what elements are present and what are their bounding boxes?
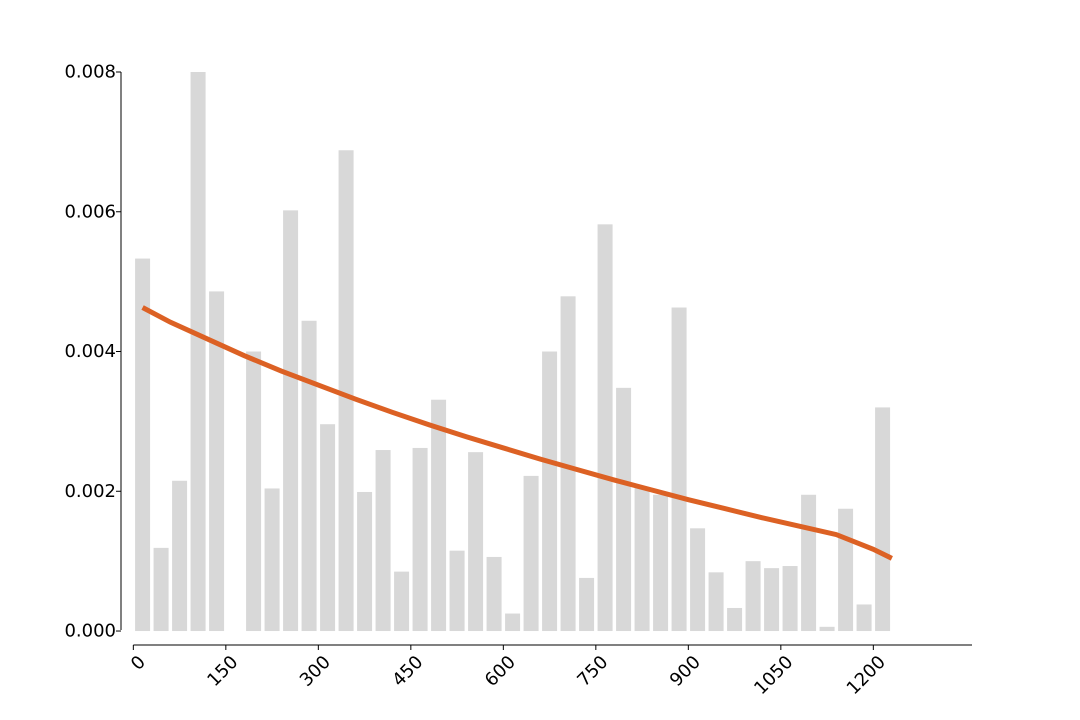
y-tick-label: 0.002	[64, 481, 116, 502]
histogram-bar	[542, 351, 558, 632]
x-tick-label: 150	[203, 652, 242, 691]
histogram-bar	[505, 613, 521, 632]
x-tick-label: 600	[481, 652, 520, 691]
histogram-bar	[394, 571, 410, 632]
histogram-bar	[153, 547, 169, 632]
histogram-bar	[838, 508, 854, 632]
x-tick-label: 1050	[750, 652, 797, 699]
histogram-bar	[264, 488, 280, 632]
histogram-bar	[560, 296, 576, 632]
y-tick-label: 0.006	[64, 201, 116, 222]
x-tick-label: 0	[127, 652, 150, 675]
histogram-bar	[782, 566, 798, 632]
histogram-bar	[190, 72, 206, 632]
histogram-bar	[412, 447, 428, 632]
histogram-bar	[745, 561, 761, 632]
histogram-bar	[764, 568, 780, 632]
y-tick-label: 0.004	[64, 341, 116, 362]
histogram-bar	[671, 307, 687, 632]
histogram-bar	[431, 399, 447, 632]
histogram-bar	[819, 626, 835, 632]
histogram-bar	[246, 351, 262, 632]
histogram-bar	[375, 450, 391, 632]
histogram-bar	[597, 224, 613, 632]
x-tick-label: 750	[573, 652, 612, 691]
histogram-bar	[727, 607, 743, 632]
histogram-bar	[320, 424, 336, 632]
histogram-bar	[468, 452, 484, 632]
x-tick-label: 1200	[843, 652, 890, 699]
histogram-bar	[690, 528, 706, 632]
histogram-bar	[634, 487, 650, 632]
histogram-bar	[708, 572, 724, 632]
histogram-bar	[172, 480, 188, 632]
y-tick-label: 0.008	[64, 62, 116, 83]
x-tick-label: 300	[296, 652, 335, 691]
histogram-bar	[579, 577, 595, 632]
histogram-bar	[449, 550, 465, 632]
bars-group	[135, 72, 891, 632]
histogram-bar	[283, 210, 299, 632]
histogram-bar	[209, 291, 225, 632]
histogram-bar	[523, 475, 539, 632]
histogram-bar	[357, 491, 373, 632]
x-tick-label: 450	[388, 652, 427, 691]
y-tick-label: 0.000	[64, 621, 116, 642]
histogram-bar	[653, 494, 669, 632]
histogram-bar	[135, 258, 151, 632]
histogram-bar	[856, 604, 872, 632]
histogram-bar	[301, 320, 317, 632]
histogram-bar	[801, 494, 817, 632]
trend-line	[141, 305, 893, 561]
histogram-bar	[616, 387, 632, 632]
histogram-bar	[875, 407, 891, 632]
histogram-bar	[486, 556, 502, 632]
axes-group	[120, 72, 972, 646]
x-tick-label: 900	[666, 652, 705, 691]
histogram-bar	[338, 150, 354, 632]
